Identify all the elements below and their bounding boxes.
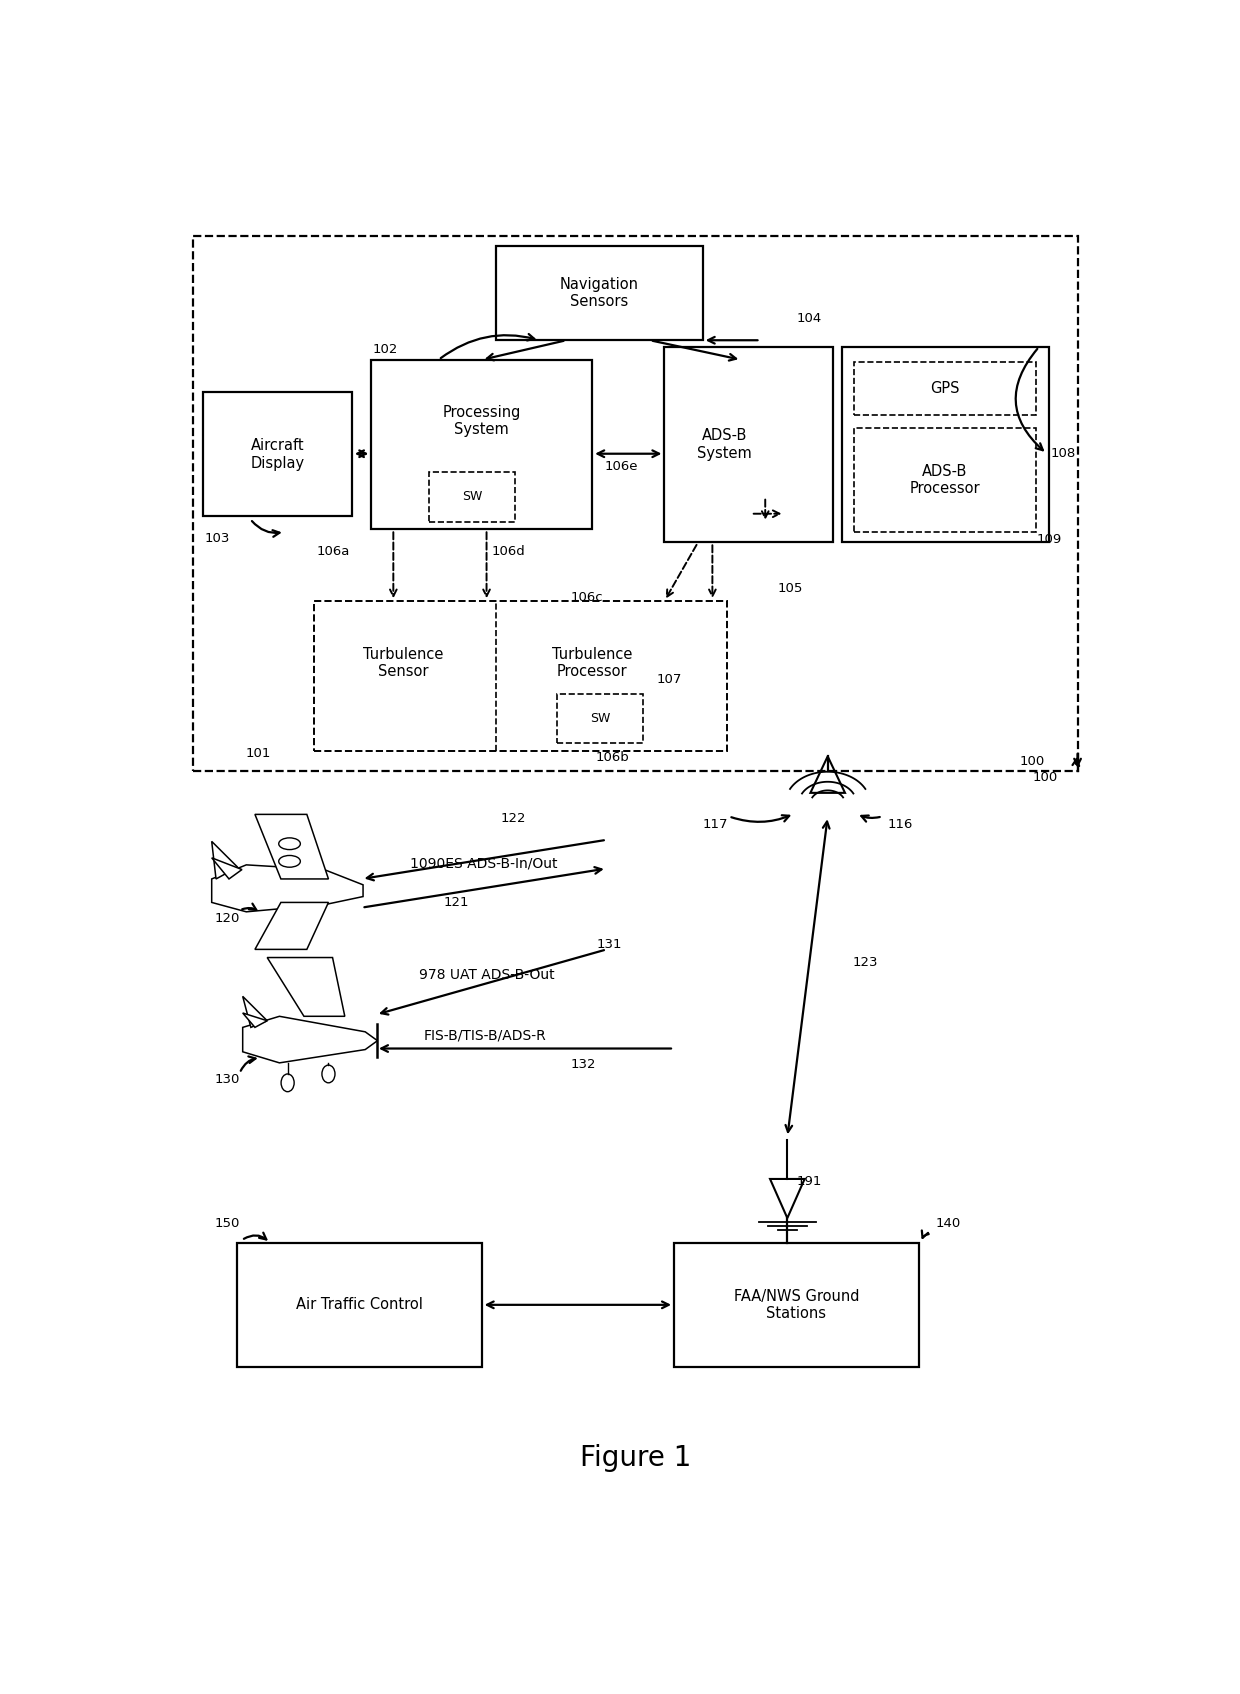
Polygon shape <box>255 815 329 879</box>
Bar <box>557 695 644 744</box>
Text: 100: 100 <box>1019 756 1045 767</box>
Text: 105: 105 <box>777 581 804 595</box>
Polygon shape <box>255 903 329 949</box>
Ellipse shape <box>279 855 300 867</box>
Bar <box>675 1243 919 1367</box>
Text: Processing
System: Processing System <box>443 405 521 437</box>
Text: 100: 100 <box>1033 771 1058 784</box>
Text: Navigation
Sensors: Navigation Sensors <box>560 278 639 310</box>
Text: 150: 150 <box>215 1216 241 1230</box>
Text: 106b: 106b <box>595 750 629 764</box>
Bar <box>853 363 1037 415</box>
Text: 130: 130 <box>215 1074 241 1086</box>
Bar <box>496 246 703 340</box>
Polygon shape <box>267 957 345 1016</box>
Text: Turbulence
Sensor: Turbulence Sensor <box>363 647 443 679</box>
Text: 107: 107 <box>657 673 682 686</box>
Text: SW: SW <box>463 490 482 503</box>
Text: 131: 131 <box>596 938 622 950</box>
Text: 123: 123 <box>853 955 878 969</box>
Text: ADS-B
Processor: ADS-B Processor <box>910 464 981 496</box>
Text: 117: 117 <box>703 818 728 830</box>
Text: FAA/NWS Ground
Stations: FAA/NWS Ground Stations <box>734 1289 859 1321</box>
Text: 978 UAT ADS-B-Out: 978 UAT ADS-B-Out <box>419 969 556 983</box>
Text: 106c: 106c <box>570 591 603 603</box>
Polygon shape <box>212 857 242 879</box>
Bar <box>853 427 1037 532</box>
Bar <box>842 347 1049 542</box>
Text: 106d: 106d <box>491 545 525 557</box>
Polygon shape <box>212 866 363 911</box>
Text: Figure 1: Figure 1 <box>580 1443 691 1472</box>
Text: 116: 116 <box>888 818 913 830</box>
Text: Air Traffic Control: Air Traffic Control <box>296 1298 423 1313</box>
Text: 122: 122 <box>501 813 527 825</box>
Bar <box>237 1243 481 1367</box>
Text: SW: SW <box>590 711 610 725</box>
Polygon shape <box>212 842 238 879</box>
Text: 102: 102 <box>372 342 398 356</box>
Bar <box>371 359 593 529</box>
Text: 1090ES ADS-B-In/Out: 1090ES ADS-B-In/Out <box>409 855 557 871</box>
Text: 106a: 106a <box>316 545 350 557</box>
Text: 101: 101 <box>246 747 270 761</box>
Bar <box>193 235 1078 771</box>
Text: 132: 132 <box>570 1057 595 1071</box>
Text: ADS-B
System: ADS-B System <box>697 429 751 461</box>
Text: 140: 140 <box>935 1216 961 1230</box>
Text: Turbulence
Processor: Turbulence Processor <box>552 647 632 679</box>
Bar <box>314 601 727 750</box>
Text: 120: 120 <box>215 911 241 925</box>
Polygon shape <box>243 1013 267 1027</box>
Text: Aircraft
Display: Aircraft Display <box>250 439 305 471</box>
Text: GPS: GPS <box>930 381 960 396</box>
Polygon shape <box>243 1016 377 1062</box>
Ellipse shape <box>279 839 300 850</box>
Bar <box>429 473 516 522</box>
Text: 191: 191 <box>797 1176 822 1187</box>
Text: 106e: 106e <box>605 461 639 473</box>
Polygon shape <box>243 996 267 1027</box>
Bar <box>203 393 352 517</box>
Text: 109: 109 <box>1037 534 1061 545</box>
Text: 121: 121 <box>444 896 469 910</box>
Text: 104: 104 <box>797 312 822 325</box>
Text: 103: 103 <box>205 532 231 545</box>
Text: 108: 108 <box>1050 447 1076 461</box>
Text: FIS-B/TIS-B/ADS-R: FIS-B/TIS-B/ADS-R <box>424 1028 547 1042</box>
Bar <box>665 347 832 542</box>
